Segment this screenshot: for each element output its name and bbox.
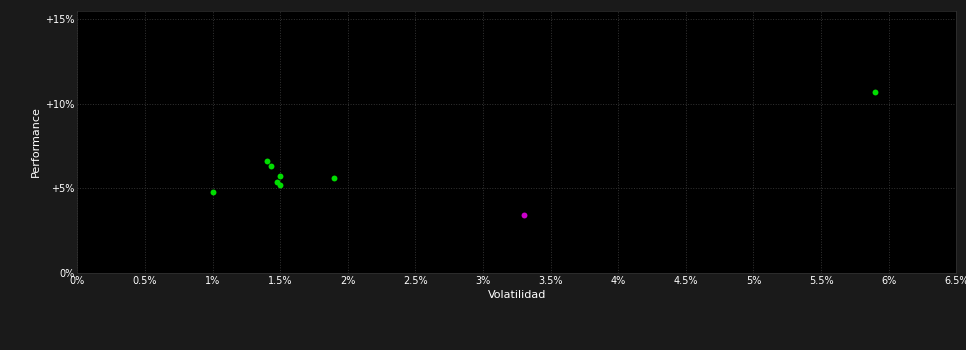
Point (205, 189, 220, 195)
Point (272, 182, 288, 188)
X-axis label: Volatilidad: Volatilidad (488, 290, 546, 300)
Point (259, 159, 274, 164)
Point (272, 174, 288, 179)
Point (327, 175, 342, 181)
Point (263, 163, 278, 169)
Point (270, 179, 285, 184)
Y-axis label: Performance: Performance (31, 106, 41, 177)
Point (867, 89, 883, 95)
Point (516, 212, 531, 218)
